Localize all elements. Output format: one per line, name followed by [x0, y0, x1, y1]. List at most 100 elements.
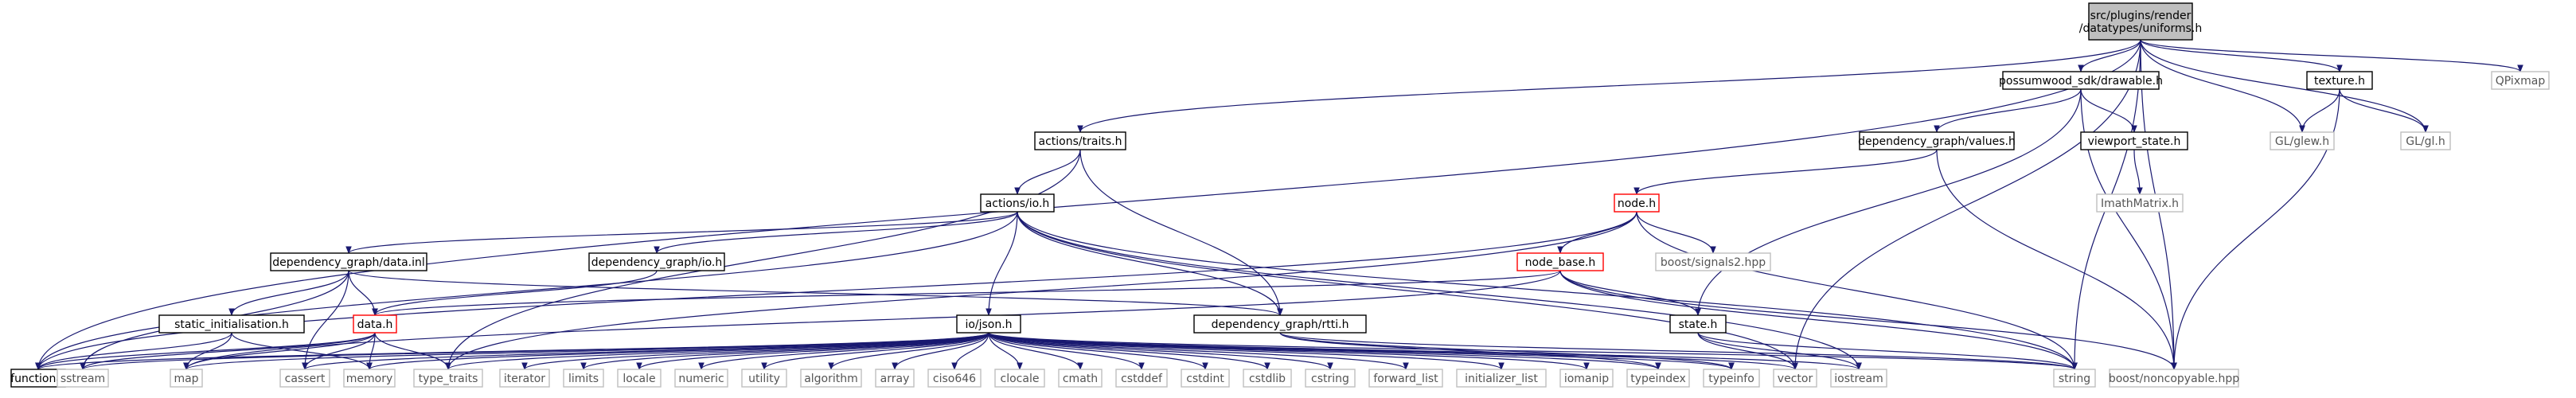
- node-data-h[interactable]: data.h: [353, 314, 397, 334]
- node-iomanip[interactable]: iomanip: [1559, 369, 1614, 388]
- node-cstring[interactable]: cstring: [1305, 369, 1356, 388]
- edge-io_json-to-memory: [366, 332, 989, 370]
- node-state-h[interactable]: state.h: [1669, 314, 1727, 334]
- node-numeric[interactable]: numeric: [674, 369, 728, 388]
- edge-root-to-qpixmap: [2140, 39, 2523, 72]
- node-typeindex[interactable]: typeindex: [1626, 369, 1690, 388]
- node-possumwood-drawable[interactable]: possumwood_sdk/drawable.h: [1999, 71, 2163, 90]
- node-box: [158, 314, 305, 334]
- node-dg-io[interactable]: dependency_graph/io.h: [588, 252, 725, 271]
- node-limits[interactable]: limits: [563, 369, 604, 388]
- node-label: static_initialisation.h: [174, 318, 289, 331]
- node-dg-values[interactable]: dependency_graph/values.h: [1858, 131, 2016, 150]
- node-box: [980, 193, 1055, 213]
- node-label: GL/glew.h: [2275, 135, 2329, 148]
- node-io-json[interactable]: io/json.h: [956, 314, 1021, 334]
- node-box: [1669, 314, 1727, 334]
- node-cassert[interactable]: cassert: [279, 369, 330, 388]
- node-boost-noncopyable[interactable]: boost/noncopyable.hpp: [2109, 369, 2239, 388]
- node-box: [994, 369, 1045, 388]
- node-cstdlib[interactable]: cstdlib: [1243, 369, 1292, 388]
- node-box: [1243, 369, 1292, 388]
- node-label: iostream: [1834, 373, 1883, 385]
- node-dg-rtti[interactable]: dependency_graph/rtti.h: [1193, 314, 1367, 334]
- edge-node_h-to-type_traits: [445, 211, 1637, 370]
- edge-actions_io-to-vector: [1017, 211, 1798, 370]
- node-label: clocale: [1001, 373, 1040, 385]
- edge-io_json-to-initializer_list: [988, 332, 1505, 370]
- edge-texture_h-to-gl_gl: [2339, 88, 2429, 133]
- node-array[interactable]: array: [875, 369, 915, 388]
- node-label: map: [174, 373, 198, 385]
- node-box: [1058, 369, 1103, 388]
- node-texture-h[interactable]: texture.h: [2306, 71, 2373, 90]
- node-viewport-state[interactable]: viewport_state.h: [2080, 131, 2188, 150]
- node-vector[interactable]: vector: [1773, 369, 1817, 388]
- edge-actions_traits-to-actions_io: [1014, 149, 1081, 195]
- node-sstream[interactable]: sstream: [57, 369, 109, 388]
- node-cmath[interactable]: cmath: [1058, 369, 1103, 388]
- node-box: [2270, 131, 2335, 150]
- node-label: limits: [568, 373, 599, 385]
- node-label: dependency_graph/rtti.h: [1212, 318, 1349, 331]
- edge-io_json-to-functional: [35, 332, 989, 370]
- node-box: [57, 369, 109, 388]
- node-typeinfo[interactable]: typeinfo: [1703, 369, 1760, 388]
- node-box: [2400, 131, 2451, 150]
- node-box: [741, 369, 787, 388]
- node-string[interactable]: string: [2053, 369, 2096, 388]
- node-label: texture.h: [2314, 75, 2365, 88]
- node-label: type_traits: [419, 373, 478, 385]
- node-map[interactable]: map: [170, 369, 203, 388]
- node-box: [1115, 369, 1168, 388]
- node-forward-list[interactable]: forward_list: [1368, 369, 1443, 388]
- edge-node_h-to-boost_signals2: [1636, 211, 1716, 254]
- node-label: typeindex: [1630, 373, 1686, 385]
- edge-io_json-to-limits: [580, 332, 989, 370]
- edges-layer: [35, 39, 2523, 370]
- node-iterator[interactable]: iterator: [499, 369, 550, 388]
- node-label: cstring: [1311, 373, 1349, 385]
- edge-state_h-to-iostream: [1697, 332, 1862, 370]
- node-ciso646[interactable]: ciso646: [927, 369, 982, 388]
- edge-root-to-possumwood_drawable: [2078, 39, 2141, 72]
- node-qpixmap[interactable]: QPixmap: [2491, 71, 2550, 90]
- node-actions-io[interactable]: actions/io.h: [980, 193, 1055, 213]
- node-label: initializer_list: [1465, 373, 1538, 385]
- edge-io_json-to-numeric: [698, 332, 989, 370]
- node-box: [343, 369, 396, 388]
- node-type-traits[interactable]: type_traits: [413, 369, 483, 388]
- node-box: [2306, 71, 2373, 90]
- node-box: [1034, 131, 1126, 150]
- node-algorithm[interactable]: algorithm: [800, 369, 862, 388]
- nodes-layer: src/plugins/render/datatypes/uniforms.h f…: [10, 2, 2550, 388]
- node-node-base[interactable]: node_base.h: [1516, 252, 1604, 271]
- node-utility[interactable]: utility: [741, 369, 787, 388]
- node-memory[interactable]: memory: [343, 369, 396, 388]
- edge-io_json-to-cmath: [988, 332, 1083, 370]
- node-cstdint[interactable]: cstdint: [1181, 369, 1230, 388]
- node-label: string: [2059, 373, 2090, 385]
- node-iostream[interactable]: iostream: [1830, 369, 1887, 388]
- node-gl-gl[interactable]: GL/gl.h: [2400, 131, 2451, 150]
- node-functional[interactable]: functional: [10, 369, 66, 388]
- node-imathmatrix[interactable]: ImathMatrix.h: [2096, 193, 2184, 213]
- node-dg-data-inl[interactable]: dependency_graph/data.inl: [270, 252, 427, 271]
- node-root[interactable]: src/plugins/render/datatypes/uniforms.h: [2079, 2, 2202, 41]
- node-box: [1559, 369, 1614, 388]
- edge-node_h-to-string: [1636, 211, 2078, 370]
- edge-actions_io-to-dg_data_inl: [345, 211, 1018, 254]
- node-label: utility: [748, 373, 780, 385]
- node-label: cstddef: [1121, 373, 1163, 385]
- node-boost-signals2[interactable]: boost/signals2.hpp: [1655, 252, 1771, 271]
- node-initializer-list[interactable]: initializer_list: [1456, 369, 1547, 388]
- node-locale[interactable]: locale: [617, 369, 662, 388]
- node-node-h[interactable]: node.h: [1614, 193, 1660, 213]
- node-gl-glew[interactable]: GL/glew.h: [2270, 131, 2335, 150]
- node-static-init[interactable]: static_initialisation.h: [158, 314, 305, 334]
- node-clocale[interactable]: clocale: [994, 369, 1045, 388]
- node-actions-traits[interactable]: actions/traits.h: [1034, 131, 1126, 150]
- edge-io_json-to-cstring: [988, 332, 1333, 370]
- node-cstddef[interactable]: cstddef: [1115, 369, 1168, 388]
- node-label: src/plugins/render: [2090, 10, 2192, 22]
